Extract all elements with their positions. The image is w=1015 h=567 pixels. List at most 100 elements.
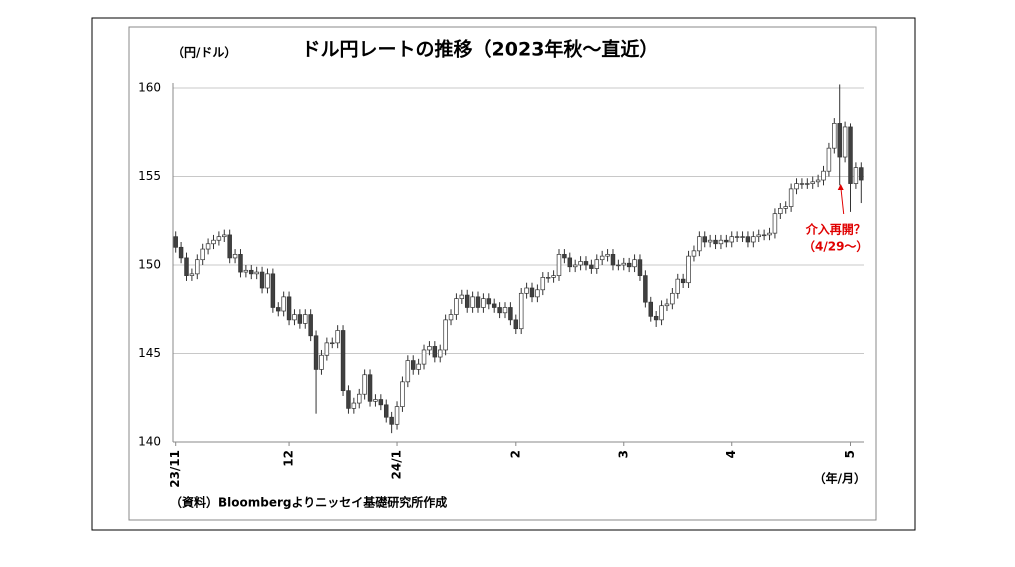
candle-body: [767, 232, 772, 236]
candle-body: [680, 278, 686, 284]
candle-body: [276, 307, 281, 312]
x-tick-label: 2: [508, 450, 522, 458]
candle-body: [427, 346, 432, 351]
y-axis-label: （円/ドル）: [172, 45, 236, 60]
candle-body: [416, 363, 421, 370]
x-tick-label: 24/1: [390, 450, 404, 479]
candle-body: [222, 234, 227, 238]
candle-body: [324, 342, 330, 356]
candle-body: [281, 296, 286, 312]
candle-body: [632, 259, 637, 268]
candle-body: [189, 273, 195, 276]
candle-body: [675, 278, 680, 294]
candle-body: [643, 275, 648, 303]
candle-body: [178, 246, 184, 259]
x-tick-label: 4: [724, 450, 738, 458]
candle-body: [648, 301, 654, 317]
candle-body: [772, 213, 778, 234]
candle-body: [805, 183, 810, 185]
candle-body: [265, 273, 270, 289]
candle-body: [664, 303, 670, 307]
candle-body: [529, 287, 535, 298]
candle-body: [740, 236, 745, 238]
candle-body: [270, 273, 276, 308]
candle-body: [686, 255, 691, 284]
candle-body: [572, 264, 578, 268]
candle-body: [232, 254, 238, 259]
candle-body: [394, 406, 400, 425]
candle-body: [491, 303, 497, 308]
candle-body: [464, 294, 470, 308]
candle-body: [405, 360, 411, 383]
candle-body: [756, 234, 761, 238]
y-tick-label: 145: [138, 346, 161, 360]
candle-body: [734, 236, 740, 238]
candle-body: [346, 390, 351, 409]
candle-body: [783, 206, 788, 209]
candle-body: [751, 236, 756, 243]
candle-body: [718, 239, 724, 245]
candle-body: [691, 250, 697, 257]
candle-body: [410, 360, 416, 370]
candle-body: [184, 257, 189, 276]
candle-body: [859, 167, 864, 181]
candle-body: [249, 269, 254, 275]
candle-body: [389, 416, 394, 425]
outer-frame: [91, 17, 916, 531]
annotation-arrowhead: [837, 184, 844, 190]
candle-body: [848, 126, 853, 184]
x-axis-label: （年/月）: [814, 471, 866, 486]
candle-body: [659, 305, 664, 321]
candle-body: [832, 123, 837, 149]
candle-body: [761, 234, 767, 237]
candle-body: [556, 254, 562, 276]
candle-body: [297, 314, 303, 324]
candle-body: [616, 264, 621, 267]
candle-body: [227, 234, 232, 259]
candle-body: [211, 239, 216, 245]
candle-body: [443, 319, 448, 351]
candle-body: [448, 314, 454, 321]
candle-body: [605, 254, 610, 257]
candle-body: [378, 399, 384, 406]
candle-body: [308, 314, 313, 337]
candle-body: [319, 354, 324, 370]
candle-body: [524, 287, 529, 294]
candle-body: [545, 277, 551, 279]
x-tick-label: 5: [843, 450, 857, 458]
candle-body: [195, 259, 200, 275]
candle-body: [421, 349, 427, 365]
candle-body: [788, 188, 794, 207]
candle-body: [707, 239, 713, 243]
candle-body: [286, 296, 292, 321]
candle-body: [853, 167, 859, 184]
candle-body: [724, 239, 729, 243]
candle-body: [594, 259, 600, 269]
candle-body: [470, 296, 475, 308]
annotation-arrow: [840, 185, 845, 215]
candle-body: [540, 277, 546, 291]
candle-body: [383, 404, 389, 418]
candle-body: [826, 147, 832, 172]
y-tick-label: 140: [138, 435, 161, 449]
candle-body: [610, 254, 616, 266]
chart-frame: [128, 26, 877, 521]
candle-body: [303, 314, 308, 324]
source-note: （資料）Bloombergよりニッセイ基礎研究所作成: [170, 495, 447, 510]
candle-body: [238, 254, 243, 273]
candle-body: [432, 346, 438, 358]
candle-body: [357, 393, 362, 404]
candle-body: [799, 183, 805, 185]
x-tick-label: 12: [282, 450, 296, 467]
candle-body: [551, 275, 556, 278]
candle-body: [330, 342, 335, 345]
candle-body: [518, 292, 524, 330]
candle-body: [637, 259, 643, 276]
x-tick-label: 23/11: [168, 450, 182, 488]
candle-body: [205, 243, 211, 250]
candle-body: [745, 236, 751, 243]
y-tick-label: 150: [138, 258, 161, 272]
y-tick-label: 160: [138, 81, 161, 95]
x-tick-label: 3: [616, 450, 630, 458]
